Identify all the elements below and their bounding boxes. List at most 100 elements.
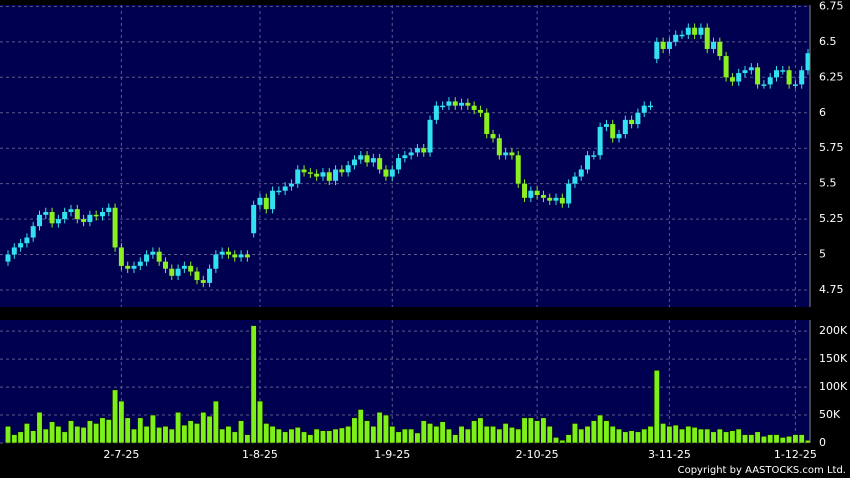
candle-body xyxy=(307,172,313,174)
volume-bar xyxy=(162,425,169,444)
candle-body xyxy=(414,148,420,153)
volume-bar xyxy=(553,437,559,444)
volume-bar xyxy=(773,434,780,444)
candle-body xyxy=(408,152,414,156)
candle-body xyxy=(566,183,572,204)
volume-bar xyxy=(200,412,207,444)
volume-bar xyxy=(194,423,200,444)
candle-body xyxy=(622,119,628,135)
volume-bar xyxy=(616,428,622,444)
volume-bar xyxy=(458,425,465,444)
volume-bar xyxy=(420,420,427,444)
volume-bar xyxy=(490,425,496,444)
volume-bar xyxy=(212,400,219,444)
x-tick-label: 3-11-25 xyxy=(648,448,691,461)
volume-bar xyxy=(760,436,767,444)
volume-bar xyxy=(666,425,673,444)
candle-body xyxy=(270,190,276,210)
candle-body xyxy=(736,73,742,82)
y-tick-label: 5.75 xyxy=(819,141,844,154)
candle-body xyxy=(156,251,162,262)
volume-bar xyxy=(685,425,692,444)
volume-bar xyxy=(206,415,213,444)
volume-bar xyxy=(723,431,730,444)
volume-bar xyxy=(68,420,74,444)
candle-body xyxy=(238,254,244,258)
candle-body xyxy=(509,152,515,156)
candle-body xyxy=(333,169,339,181)
candle-body xyxy=(717,41,723,57)
candle-body xyxy=(515,155,521,184)
candle-body xyxy=(723,56,729,78)
volume-bar xyxy=(238,420,245,444)
candle-body xyxy=(257,197,263,205)
volume-bar xyxy=(301,431,308,444)
candle-body xyxy=(81,219,87,222)
candle-body xyxy=(503,152,509,156)
candle-body xyxy=(364,155,370,163)
candle-body xyxy=(767,77,773,85)
candle-body xyxy=(402,155,408,159)
volume-bar xyxy=(345,425,352,444)
candle-body xyxy=(106,207,112,213)
volume-bar xyxy=(439,421,446,444)
volume-bar xyxy=(716,428,723,444)
candle-body xyxy=(748,67,754,71)
volume-bar xyxy=(578,428,585,444)
volume-bar xyxy=(149,414,156,444)
volume-bar xyxy=(559,439,566,444)
volume-bar xyxy=(508,427,515,444)
candle-body xyxy=(427,119,433,153)
candle-body xyxy=(603,124,609,127)
candle-body xyxy=(761,84,767,86)
candle-body xyxy=(559,197,565,204)
volume-bar xyxy=(124,417,131,444)
x-tick-label: 1-12-25 xyxy=(774,448,817,461)
volume-bar xyxy=(99,417,106,444)
volume-bar xyxy=(754,431,761,444)
candle-body xyxy=(547,197,553,201)
volume-bar xyxy=(792,434,799,444)
candle-body xyxy=(232,254,238,258)
volume-bar xyxy=(219,428,226,444)
candle-body xyxy=(137,261,143,266)
y-tick-label: 0 xyxy=(819,436,826,449)
volume-bar xyxy=(389,425,396,444)
volume-bar xyxy=(395,431,402,444)
candle-body xyxy=(62,212,68,220)
candle-body xyxy=(295,169,301,184)
candle-body xyxy=(610,124,616,139)
candle-body xyxy=(288,183,294,187)
volume-bar xyxy=(496,428,503,444)
volume-bar xyxy=(5,425,11,444)
volume-bar xyxy=(313,428,320,444)
candle-body xyxy=(629,119,635,125)
candle-body xyxy=(181,265,187,269)
candle-body xyxy=(87,214,93,222)
candle-body xyxy=(68,209,74,213)
candle-body xyxy=(591,155,597,157)
volume-bar xyxy=(805,439,811,444)
volume-bar xyxy=(471,420,478,444)
candle-body xyxy=(553,197,559,201)
volume-bar xyxy=(704,428,711,444)
volume-bar xyxy=(357,409,364,444)
volume-bar xyxy=(584,425,591,444)
volume-bar xyxy=(131,428,137,444)
volume-bar xyxy=(143,425,150,444)
volume-bar xyxy=(61,431,68,444)
candle-body xyxy=(207,268,213,283)
candle-body xyxy=(698,27,704,35)
volume-bar xyxy=(307,434,314,444)
candle-body xyxy=(244,254,250,258)
candle-body xyxy=(358,155,364,160)
candle-body xyxy=(43,212,49,215)
candle-body xyxy=(685,27,691,35)
volume-bar xyxy=(452,434,459,444)
volume-bar xyxy=(653,370,660,444)
plot-background xyxy=(0,320,810,443)
volume-bar xyxy=(23,423,30,444)
candle-body xyxy=(780,70,786,72)
candle-body xyxy=(792,84,798,86)
volume-bar xyxy=(691,427,698,444)
